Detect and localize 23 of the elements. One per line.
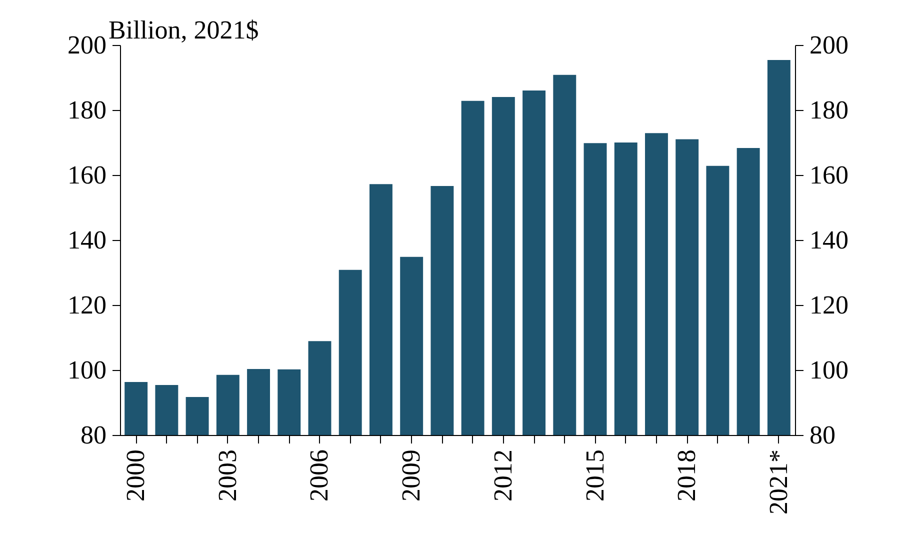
- y-tick-label: 160: [68, 160, 106, 190]
- x-tick-label: 2000: [121, 450, 150, 502]
- y-tick-label: 120: [68, 290, 106, 320]
- x-tick-label: 2012: [488, 450, 518, 502]
- y2-tick-label: 140: [810, 226, 848, 254]
- y2-tick-label: 100: [810, 356, 848, 384]
- x-tick-label: 2006: [304, 450, 334, 502]
- y2-tick-label: 80: [810, 420, 836, 450]
- y2-tick-label: 160: [810, 160, 848, 190]
- x-tick-label: 2018: [672, 450, 702, 502]
- y2-tick-label: 120: [810, 290, 848, 320]
- x-tick-label: 2003: [212, 450, 242, 502]
- x-tick-label: 2009: [396, 450, 426, 502]
- y-axis-title: Billion, 2021$: [108, 16, 259, 44]
- y-tick-label: 140: [68, 226, 106, 254]
- x-tick-label: 2015: [580, 450, 610, 502]
- y-tick-label: 180: [68, 96, 106, 124]
- y2-tick-label: 180: [810, 96, 848, 124]
- y-tick-label: 80: [80, 420, 106, 450]
- y2-tick-label: 200: [810, 30, 848, 60]
- x-tick-label: 2021*: [764, 450, 793, 514]
- y-tick-label: 200: [68, 30, 106, 60]
- y-tick-label: 100: [68, 356, 106, 384]
